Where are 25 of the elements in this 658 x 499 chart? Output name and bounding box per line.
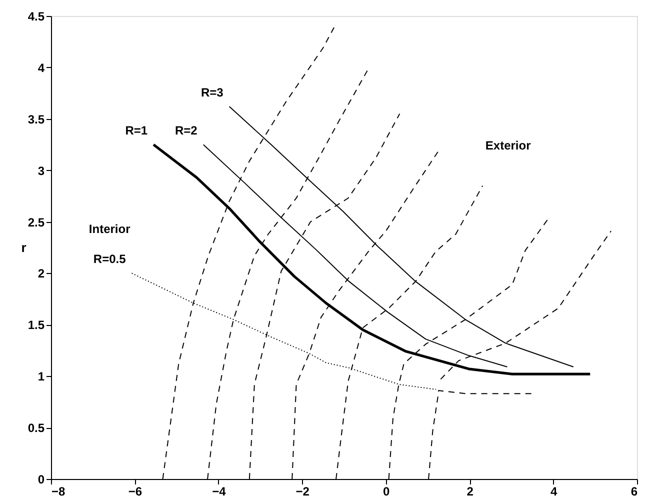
y-axis-title: r [21, 240, 26, 255]
x-tick-label: 2 [466, 484, 474, 498]
series-label: R=2 [175, 124, 198, 138]
series-label: R=3 [200, 86, 224, 100]
y-tick-label: 3.5 [28, 112, 45, 126]
y-tick-label: 0 [38, 472, 45, 486]
x-tick-label: 0 [383, 484, 390, 498]
x-tick-label: −8 [52, 484, 66, 498]
y-tick-label: 4 [38, 60, 45, 75]
y-tick-label: 1 [38, 370, 45, 384]
y-tick-label: 2.5 [28, 215, 45, 230]
y-tick-label: 0.5 [28, 421, 45, 436]
annotation: Exterior [485, 138, 532, 153]
annotation: Interior [88, 222, 131, 236]
series-label: R=1 [125, 124, 148, 138]
x-tick-label: −2 [296, 484, 310, 498]
y-tick-label: 2 [38, 266, 45, 281]
y-tick-label: 4.5 [28, 10, 45, 24]
x-tick-label: −6 [128, 484, 142, 498]
y-tick-label: 3 [38, 164, 45, 178]
x-tick-label: 4 [550, 484, 558, 498]
series-label: R=0.5 [93, 252, 126, 266]
x-tick-label: −4 [212, 484, 226, 498]
x-tick-label: 6 [630, 484, 638, 498]
y-tick-label: 1.5 [28, 318, 45, 332]
